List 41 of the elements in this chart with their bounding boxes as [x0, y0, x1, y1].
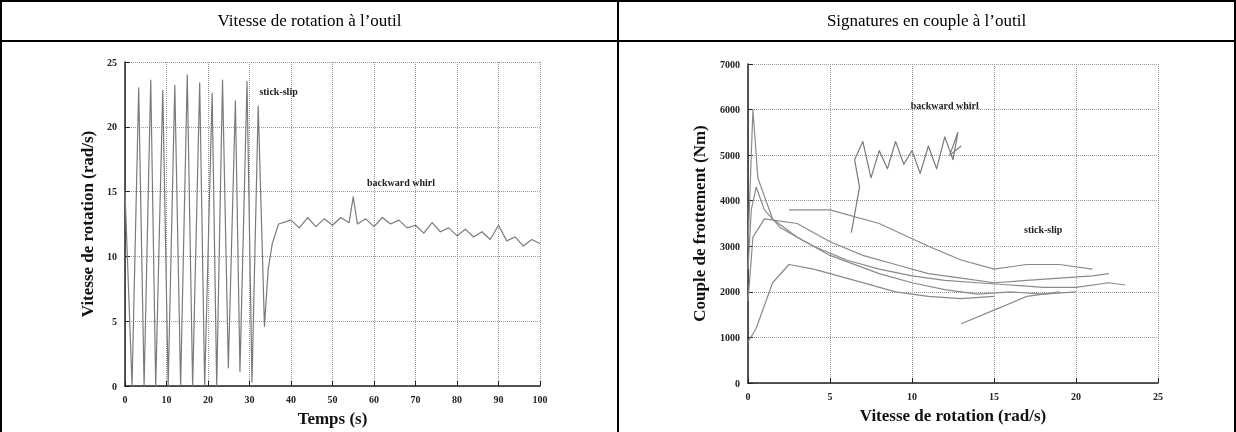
- annotation: backward whirl: [910, 99, 980, 111]
- x-tick-label: 10: [161, 393, 172, 405]
- y-axis-title: Couple de frottement (Nm): [690, 125, 709, 322]
- y-tick-label: 6000: [720, 104, 740, 116]
- y-tick-label: 15: [107, 186, 117, 198]
- y-tick-label: 7000: [720, 58, 740, 70]
- y-tick-label: 2000: [720, 286, 740, 298]
- x-tick-label: 0: [745, 390, 751, 402]
- x-axis-title: Vitesse de rotation (rad/s): [859, 406, 1047, 425]
- x-tick-label: 40: [286, 393, 296, 405]
- y-tick-label: 1000: [720, 331, 740, 343]
- x-tick-label: 50: [327, 393, 338, 405]
- y-tick-label: 20: [107, 121, 117, 133]
- x-tick-label: 10: [907, 390, 917, 402]
- annotation: backward whirl: [366, 177, 436, 189]
- y-tick-label: 0: [112, 380, 117, 392]
- y-tick-label: 5: [112, 315, 117, 327]
- x-tick-label: 5: [827, 390, 833, 402]
- y-tick-label: 10: [107, 250, 117, 262]
- y-tick-label: 25: [107, 56, 117, 68]
- y-axis-title: Vitesse de rotation (rad/s): [78, 130, 98, 318]
- annotation: stick-slip: [1024, 224, 1063, 236]
- x-tick-label: 80: [452, 393, 462, 405]
- y-tick-label: 4000: [720, 195, 740, 207]
- x-tick-label: 0: [122, 393, 128, 405]
- x-tick-label: 100: [532, 393, 548, 405]
- x-tick-label: 25: [1153, 390, 1163, 402]
- x-tick-label: 90: [493, 393, 504, 405]
- x-tick-label: 20: [1071, 390, 1081, 402]
- x-tick-label: 60: [369, 393, 379, 405]
- x-tick-label: 30: [244, 393, 255, 405]
- y-tick-label: 5000: [720, 149, 740, 161]
- x-tick-label: 15: [989, 390, 999, 402]
- chart-title: Signatures en couple à l’outil: [826, 11, 1027, 30]
- annotation: stick-slip: [259, 85, 299, 97]
- y-tick-label: 3000: [720, 240, 740, 252]
- x-axis-title: Temps (s): [297, 409, 368, 428]
- x-tick-label: 20: [203, 393, 213, 405]
- chart-title: Vitesse de rotation à l’outil: [217, 11, 402, 30]
- x-tick-label: 70: [410, 393, 421, 405]
- y-tick-label: 0: [735, 377, 740, 389]
